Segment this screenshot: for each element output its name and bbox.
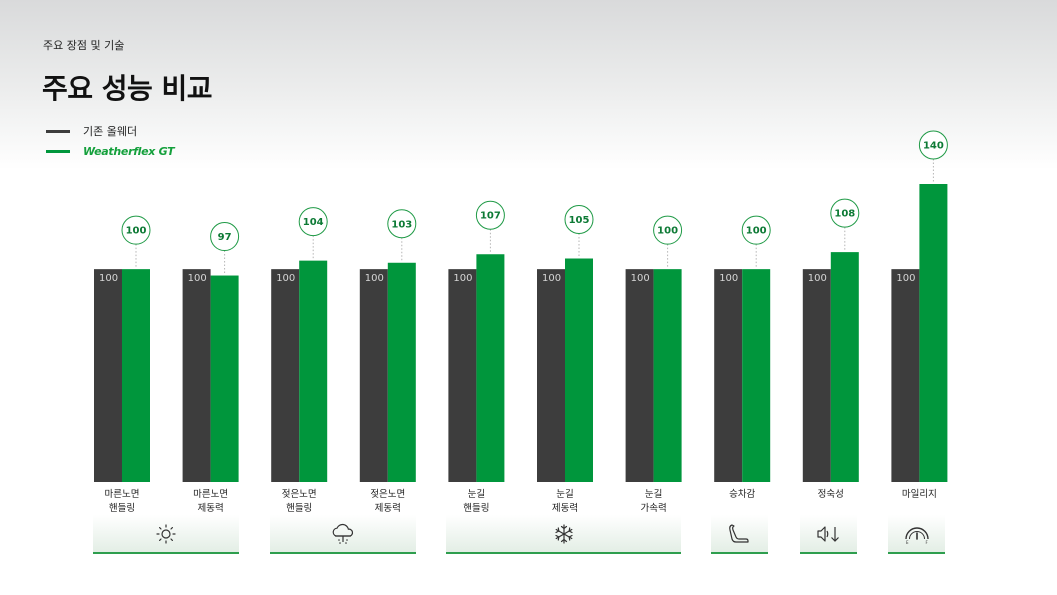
- weatherflex-value-label: 100: [746, 226, 767, 237]
- legend-label-weatherflex: Weatherflex GT: [83, 144, 175, 158]
- weatherflex-bar: [210, 275, 239, 482]
- value-badge: [121, 215, 151, 245]
- baseline-bar: [182, 269, 211, 482]
- baseline-bar: [891, 269, 920, 482]
- svg-text:E: E: [906, 540, 909, 545]
- category-label: 제동력: [197, 502, 223, 514]
- category-label: 가속력: [640, 502, 666, 514]
- group-snow-panel: [446, 515, 681, 554]
- category-label: 핸들링: [463, 502, 489, 514]
- sun-icon: [156, 523, 176, 544]
- category-label: 젖은노면: [370, 488, 405, 500]
- value-badge: [387, 209, 417, 239]
- value-badge: [830, 198, 860, 228]
- weatherflex-bar: [299, 260, 328, 482]
- category-label: 핸들링: [109, 502, 135, 514]
- value-badge: [210, 222, 240, 252]
- weatherflex-value-label: 100: [126, 226, 147, 237]
- baseline-bar: [714, 269, 743, 482]
- baseline-bar: [625, 269, 654, 482]
- fuel-gauge-icon: E F: [904, 526, 929, 545]
- baseline-bar: [271, 269, 300, 482]
- weatherflex-value-label: 107: [480, 211, 501, 222]
- snowflake-icon: [554, 523, 573, 544]
- legend-item-baseline: 기존 올웨더: [46, 121, 174, 141]
- quiet-speaker-icon: [816, 525, 839, 542]
- value-badge: [653, 215, 683, 245]
- category-label: 젖은노면: [282, 488, 317, 500]
- baseline-bar: [94, 269, 122, 482]
- category-label: 눈길: [468, 488, 485, 500]
- chart-legend: 기존 올웨더 Weatherflex GT: [46, 121, 175, 161]
- group-dry-panel: [93, 515, 239, 554]
- baseline-value-label: 100: [276, 273, 295, 284]
- category-label: 마일리지: [902, 489, 937, 500]
- baseline-value-label: 100: [896, 273, 915, 284]
- baseline-value-label: 100: [188, 273, 207, 284]
- category-label: 제동력: [552, 502, 578, 514]
- rain-cloud-icon: [332, 523, 354, 544]
- weatherflex-value-label: 103: [391, 219, 412, 230]
- legend-swatch-weatherflex: [46, 149, 70, 153]
- svg-text:F: F: [925, 540, 928, 545]
- baseline-value-label: 100: [631, 273, 650, 284]
- weatherflex-value-label: 100: [657, 226, 678, 237]
- category-label: 마른노면: [105, 489, 140, 500]
- baseline-value-label: 100: [719, 273, 738, 284]
- group-comfort-panel: [711, 515, 768, 554]
- baseline-value-label: 100: [453, 273, 472, 284]
- value-badge: [741, 215, 771, 245]
- seat-icon: [728, 523, 749, 543]
- baseline-value-label: 100: [99, 273, 118, 284]
- baseline-bar: [359, 269, 388, 482]
- baseline-bar: [448, 269, 477, 482]
- weatherflex-value-label: 108: [834, 209, 855, 220]
- weatherflex-bar: [122, 269, 150, 482]
- value-badge: [475, 200, 505, 230]
- weatherflex-bar: [742, 269, 771, 482]
- value-badge: [564, 205, 594, 234]
- baseline-bar: [537, 269, 565, 482]
- baseline-value-label: 100: [808, 273, 827, 284]
- category-label: 핸들링: [286, 502, 312, 514]
- value-badge: [918, 130, 948, 160]
- legend-item-weatherflex: Weatherflex GT: [46, 141, 175, 161]
- weatherflex-bar: [830, 252, 859, 482]
- value-badge: [298, 207, 328, 237]
- baseline-value-label: 100: [365, 273, 384, 284]
- category-label: 눈길: [645, 488, 662, 500]
- weatherflex-bar: [653, 269, 682, 482]
- breadcrumb: 주요 장점 및 기술: [43, 39, 125, 52]
- group-noise-panel: [800, 515, 857, 554]
- baseline-bar: [802, 269, 831, 482]
- weatherflex-value-label: 140: [923, 141, 944, 152]
- weatherflex-value-label: 97: [218, 232, 232, 243]
- weatherflex-bar: [387, 262, 416, 482]
- weatherflex-value-label: 105: [569, 215, 590, 226]
- weatherflex-bar: [565, 258, 593, 482]
- weatherflex-bar: [919, 184, 948, 482]
- category-label: 승차감: [729, 488, 755, 500]
- category-label: 제동력: [375, 502, 401, 514]
- legend-swatch-baseline: [46, 129, 70, 133]
- baseline-value-label: 100: [542, 273, 561, 284]
- weatherflex-value-label: 104: [303, 217, 324, 228]
- category-label: 마른노면: [193, 489, 228, 500]
- weatherflex-bar: [476, 254, 505, 482]
- category-label: 눈길: [556, 488, 573, 500]
- category-label: 정숙성: [818, 489, 844, 500]
- group-wet-panel: [270, 515, 416, 554]
- legend-label-baseline: 기존 올웨더: [83, 125, 138, 138]
- page-title: 주요 성능 비교: [42, 72, 213, 105]
- group-mileage-panel: E F: [888, 515, 945, 554]
